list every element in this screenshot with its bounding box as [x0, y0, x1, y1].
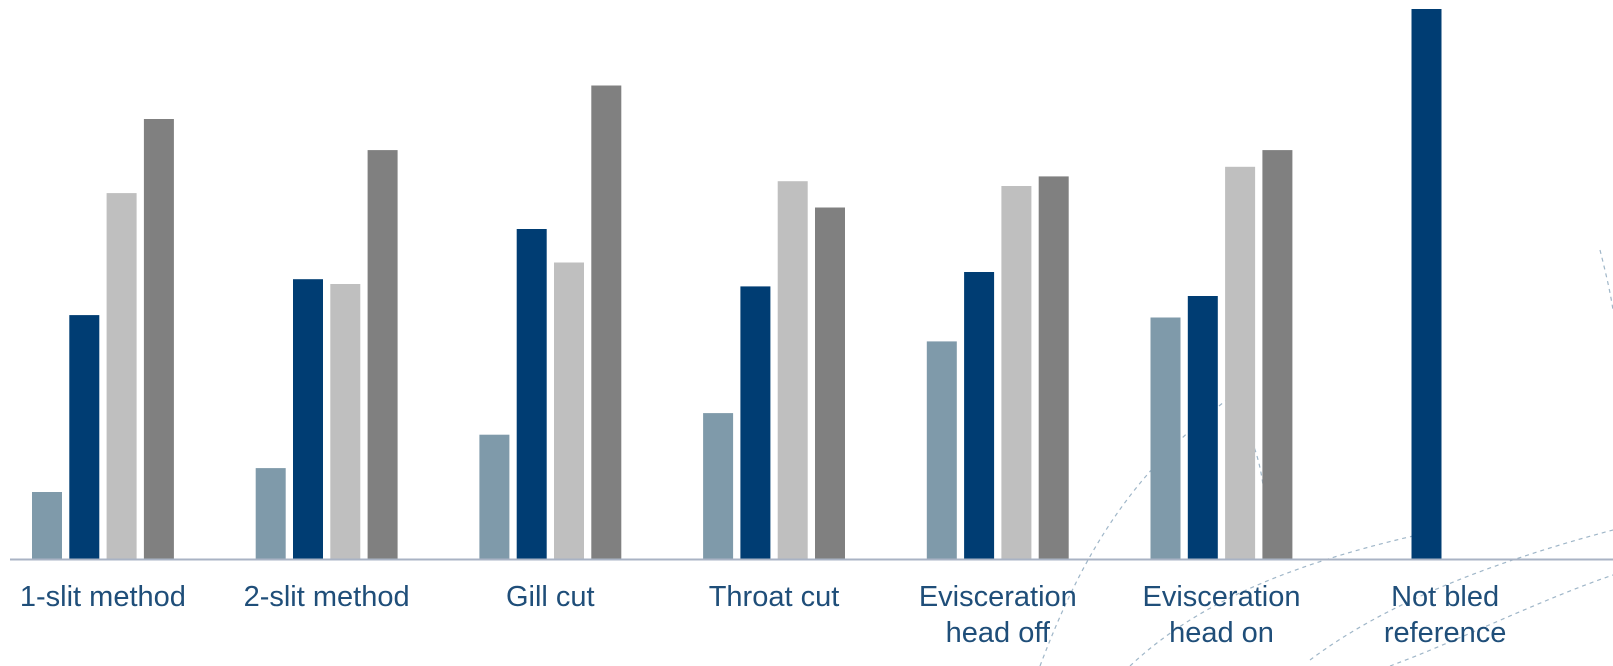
bar-cat3-series3 — [554, 262, 584, 559]
bar-cat1-series4 — [143, 119, 174, 559]
bar-cat3-series2 — [516, 229, 547, 559]
bar-cat2-series4 — [367, 150, 398, 559]
category-label-line: reference — [1384, 617, 1507, 649]
bar-cat5-series1 — [926, 341, 957, 559]
category-label: Evisceration head on — [1143, 581, 1301, 649]
category-label-line: 2-slit method — [244, 581, 410, 613]
bar-cat5-series3 — [1001, 186, 1032, 559]
category-label: Not bled reference — [1384, 581, 1507, 649]
category-label: Gill cut — [506, 581, 595, 613]
bar-cat1-series2 — [69, 315, 100, 559]
category-label-line: Gill cut — [506, 581, 595, 613]
bar-cat6-series4 — [1262, 150, 1293, 559]
category-label: 2-slit method — [244, 581, 410, 613]
bar-cat4-series4 — [815, 207, 845, 559]
category-label-line: Evisceration — [919, 581, 1077, 613]
bar-cat1-series1 — [32, 492, 62, 559]
category-label-line: head off — [946, 617, 1051, 649]
bar-cat4-series2 — [740, 286, 771, 559]
bar-cat3-series1 — [479, 434, 510, 559]
background-decoration — [1039, 249, 1613, 666]
category-label-line: Throat cut — [709, 581, 840, 613]
category-label: Evisceration head off — [919, 581, 1077, 649]
bar-cat5-series4 — [1038, 176, 1069, 559]
category-labels: 1-slit method 2-slit method Gill cut Throat… — [20, 581, 1506, 649]
category-label-line: Not bled — [1391, 581, 1499, 613]
category-label-line: head on — [1169, 617, 1274, 649]
category-label: Throat cut — [709, 581, 840, 613]
bar-cat5-series2 — [964, 272, 995, 559]
bar-cat6-series2 — [1187, 296, 1218, 559]
bar-cat7-series2 — [1411, 9, 1442, 559]
bar-cat4-series3 — [777, 181, 808, 559]
bar-cat2-series1 — [255, 468, 286, 559]
bar-cat2-series2 — [293, 279, 323, 559]
bar-cat4-series1 — [703, 413, 734, 559]
bars-layer — [32, 9, 1442, 560]
bar-cat6-series3 — [1225, 166, 1256, 560]
category-label: 1-slit method — [20, 581, 186, 613]
category-label-line: Evisceration — [1143, 581, 1301, 613]
bar-cat2-series3 — [330, 284, 361, 559]
bar-cat6-series1 — [1150, 317, 1181, 559]
category-label-line: 1-slit method — [20, 581, 186, 613]
bar-cat3-series4 — [591, 85, 622, 559]
bar-cat1-series3 — [106, 193, 137, 559]
